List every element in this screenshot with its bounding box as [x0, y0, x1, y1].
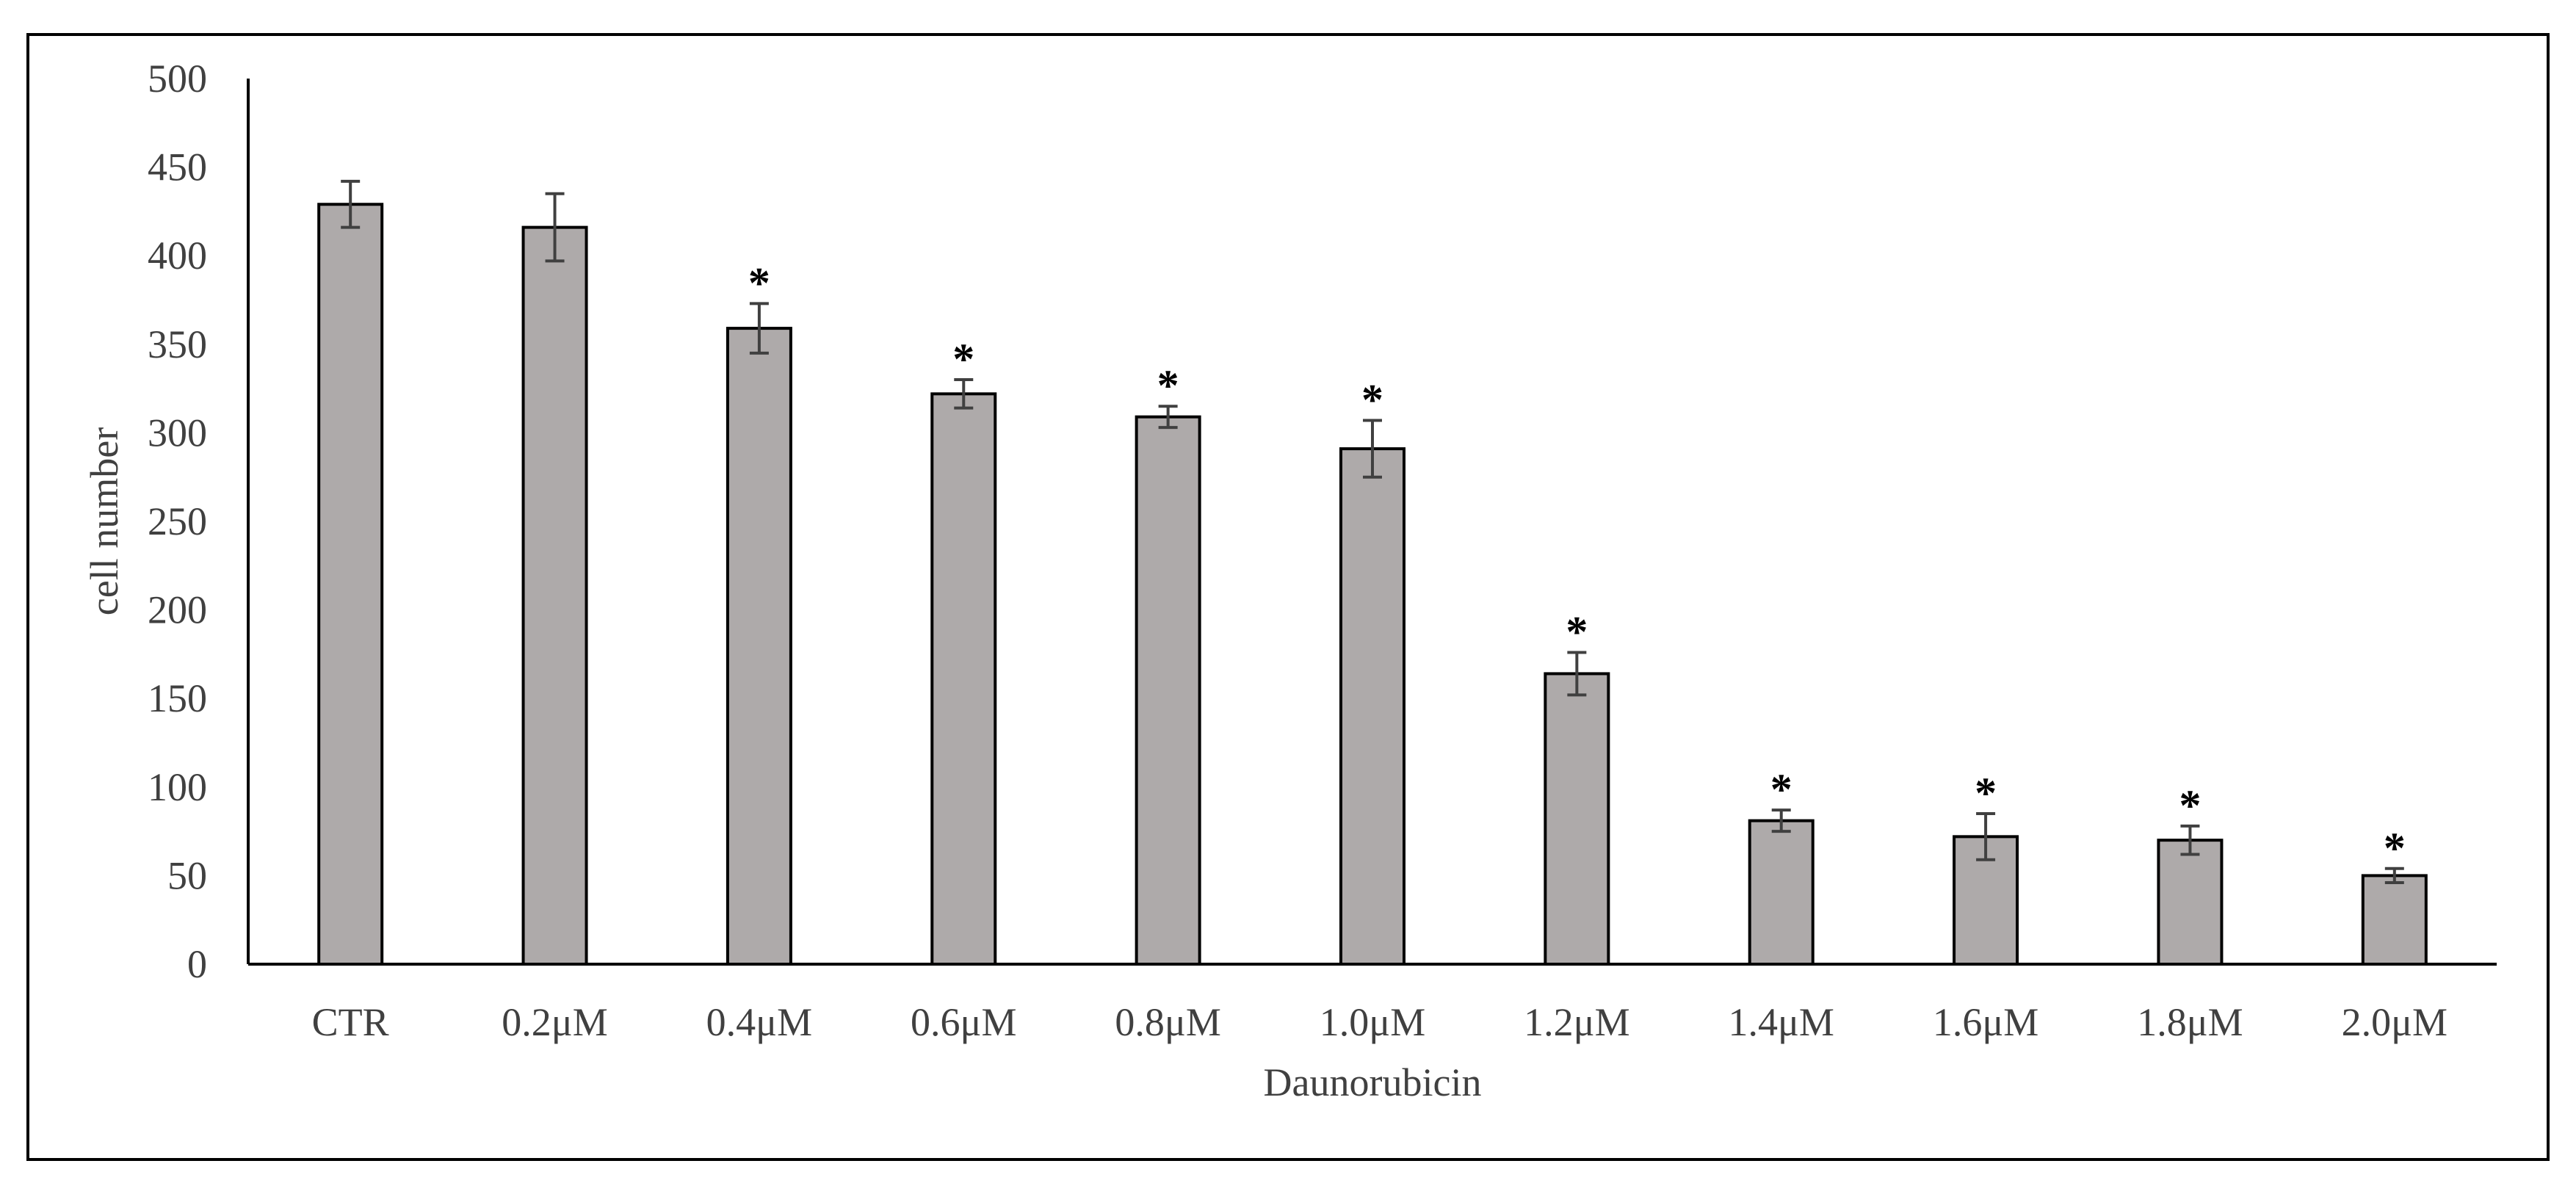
significance-mark: *	[2384, 824, 2406, 872]
bar	[930, 392, 997, 966]
x-tick-label: 1.8μM	[2137, 1000, 2243, 1044]
y-axis-title: cell number	[82, 427, 126, 615]
significance-mark: *	[1566, 607, 1588, 656]
x-tick-label: 2.0μM	[2342, 1000, 2447, 1044]
y-tick-label: 0	[187, 942, 207, 986]
bar	[521, 225, 588, 966]
chart-frame	[26, 33, 2550, 1161]
significance-mark: *	[1157, 361, 1179, 410]
y-tick-label: 350	[148, 322, 207, 366]
bar	[1135, 415, 1201, 966]
x-tick-label: 0.4μM	[706, 1000, 812, 1044]
x-tick-label: 1.0μM	[1320, 1000, 1425, 1044]
bar	[1544, 672, 1610, 966]
bar	[2157, 839, 2224, 966]
y-tick-label: 200	[148, 588, 207, 632]
x-tick-label: 0.2μM	[502, 1000, 607, 1044]
x-tick-label: 1.4μM	[1728, 1000, 1834, 1044]
bar	[317, 203, 384, 966]
y-tick-label: 500	[148, 57, 207, 101]
y-tick-label: 150	[148, 676, 207, 720]
x-tick-label: CTR	[312, 1000, 389, 1044]
error-bars-layer	[341, 179, 2404, 885]
significance-mark: *	[1361, 376, 1383, 424]
x-tick-label: 1.2μM	[1524, 1000, 1629, 1044]
y-tick-labels: 0 50 100 150 200 250 300 350 400 450 500	[148, 57, 207, 986]
bar	[2361, 874, 2428, 966]
significance-mark: *	[1975, 769, 1997, 817]
x-axis-title: Daunorubicin	[1264, 1060, 1482, 1104]
y-tick-label: 400	[148, 234, 207, 278]
x-tick-labels: CTR 0.2μM 0.4μM 0.6μM 0.8μM 1.0μM 1.2μM 1.4μM 1.…	[312, 1000, 2447, 1044]
bar	[1748, 819, 1815, 966]
y-tick-label: 250	[148, 499, 207, 543]
significance-mark: *	[1770, 765, 1792, 814]
y-tick-label: 50	[167, 853, 207, 897]
bar	[726, 327, 792, 966]
y-tick-label: 100	[148, 765, 207, 809]
x-tick-label: 0.8μM	[1115, 1000, 1220, 1044]
significance-mark: *	[748, 258, 770, 307]
significance-marks-layer: * * * * * * * * *	[748, 258, 2406, 872]
y-tick-label: 300	[148, 410, 207, 455]
x-tick-label: 0.6μM	[911, 1000, 1016, 1044]
significance-mark: *	[952, 335, 974, 383]
bar	[1339, 447, 1405, 966]
significance-mark: *	[2179, 781, 2201, 830]
x-tick-label: 1.6μM	[1933, 1000, 2038, 1044]
y-tick-label: 450	[148, 145, 207, 189]
